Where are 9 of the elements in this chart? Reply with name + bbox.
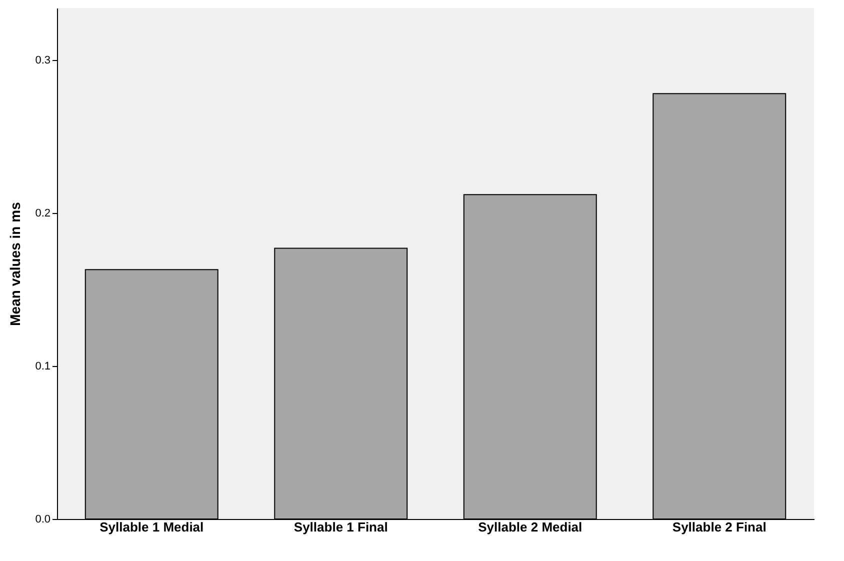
y-tick-label: 0.2 [35, 208, 50, 220]
y-tick-label: 0.1 [35, 360, 50, 373]
y-tick-label: 0.3 [35, 54, 50, 67]
y-tick-label: 0.0 [35, 514, 50, 526]
x-tick-label: Syllable 1 Medial [100, 520, 204, 534]
y-axis-title: Mean values in ms [7, 202, 24, 326]
x-tick-label: Syllable 2 Medial [478, 520, 582, 534]
x-tick-label: Syllable 1 Final [294, 520, 388, 534]
x-tick-label: Syllable 2 Final [672, 520, 766, 534]
